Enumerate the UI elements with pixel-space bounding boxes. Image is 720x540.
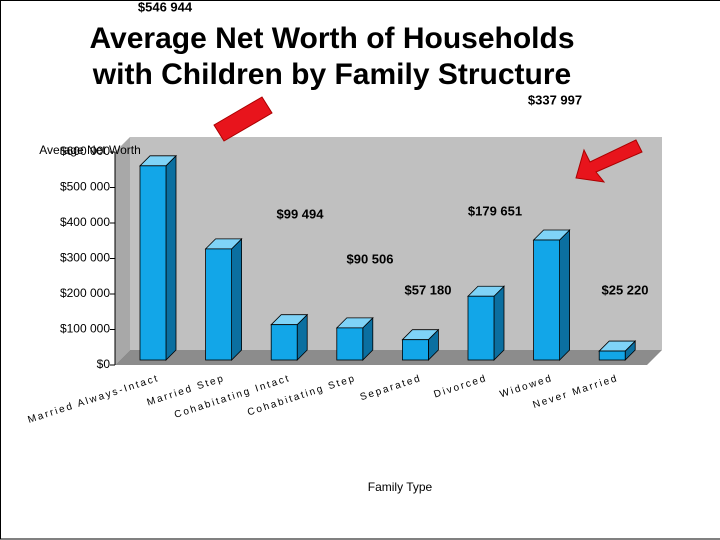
x-tick-label: Married Always-Intact (26, 373, 160, 426)
arrow (575, 139, 643, 183)
bar (139, 165, 167, 361)
chart-title: with Children by Family Structure (92, 58, 571, 91)
y-tick-label: $100 000 (60, 322, 110, 336)
bar-side (165, 154, 177, 361)
bar-side (493, 285, 505, 361)
value-label: $57 180 (405, 282, 452, 297)
chart-title: Average Net Worth of Households (89, 22, 574, 55)
y-tick-label: $400 000 (60, 215, 110, 229)
back-wall (130, 137, 662, 350)
bar (336, 327, 364, 361)
bar (598, 350, 626, 361)
x-tick-label: Divorced (433, 373, 489, 401)
x-tick-label: Separated (359, 373, 423, 403)
value-label: $90 506 (347, 251, 394, 266)
y-tick-label: $600 000 (60, 144, 110, 158)
y-tick-label: $300 000 (60, 251, 110, 265)
bar (533, 239, 560, 361)
bar (205, 248, 233, 361)
y-tick-label: $500 000 (60, 180, 110, 194)
value-label: $546 944 (138, 0, 193, 14)
y-tick-label: $0 (97, 357, 111, 371)
x-tick-label: Cohabitating Step (246, 373, 357, 419)
bar (467, 295, 495, 361)
bar-side (559, 229, 570, 361)
x-axis-title: Family Type (368, 480, 433, 494)
value-label: $179 651 (468, 203, 522, 218)
x-tick-label: Cohabitating Intact (173, 373, 292, 421)
value-label: $99 494 (277, 206, 325, 221)
y-tick-label: $200 000 (60, 286, 110, 300)
bar (401, 339, 429, 361)
arrow (213, 96, 273, 142)
bars (139, 154, 637, 361)
floor (115, 350, 662, 365)
bar (270, 324, 298, 361)
bar-side (231, 237, 243, 361)
side-wall (115, 137, 130, 365)
value-label: $25 220 (602, 282, 649, 297)
value-label: $337 997 (528, 92, 582, 107)
y-axis-title: Average Net Worth (39, 143, 141, 157)
